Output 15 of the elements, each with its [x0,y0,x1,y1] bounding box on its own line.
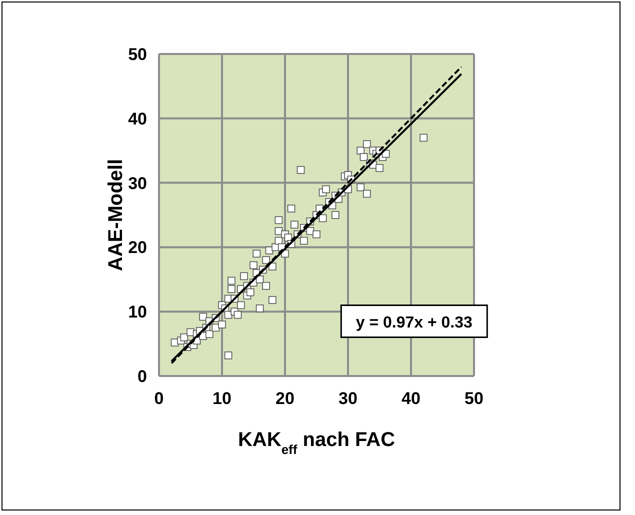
y-tick-label: 50 [128,45,147,64]
x-tick-label: 0 [154,389,164,408]
y-axis-title: AAE-Modell [105,158,127,272]
x-tick-label: 50 [464,389,484,408]
x-tick-label: 10 [212,389,232,408]
y-tick-label: 0 [138,367,147,386]
x-tick-label: 30 [338,389,358,408]
x-tick-label: 40 [402,389,420,408]
x-tick-label: 20 [276,389,294,408]
y-tick-label: 30 [128,174,147,193]
y-tick-label: 10 [128,302,147,322]
y-tick-label: 40 [128,109,147,128]
x-axis-title: KAK$_{eff}$ nach FAC [238,429,396,456]
y-tick-label: 20 [128,238,147,258]
annotation: y = 0.97x + 0.33 [356,314,473,332]
